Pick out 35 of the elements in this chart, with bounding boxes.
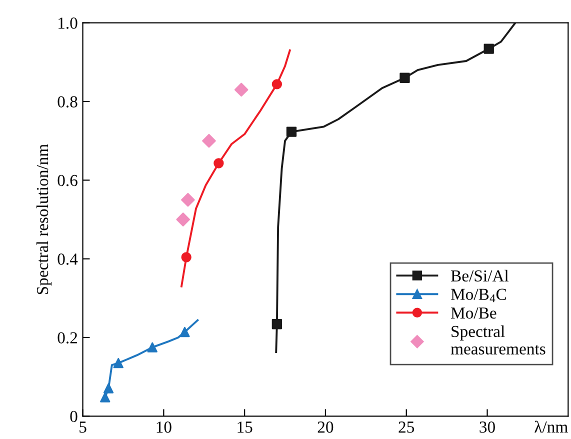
point — [100, 392, 110, 402]
x-tick-label: 5 — [80, 422, 86, 433]
x-tick-label: 15 — [238, 422, 252, 433]
x-tick-label: 10 — [156, 422, 172, 433]
point — [272, 79, 282, 90]
point — [272, 319, 282, 330]
point — [181, 252, 192, 262]
y-tick-label: 0.2 — [58, 332, 78, 344]
legend-label: Mo/B$_{4}$C — [451, 288, 506, 302]
y-tick-label: 0.4 — [58, 254, 78, 265]
line-series — [180, 49, 291, 288]
point — [234, 82, 248, 97]
point — [181, 192, 195, 207]
x-tick-label: 20 — [318, 422, 334, 433]
legend-label: Spectral measurements — [450, 325, 546, 355]
x-tick-label: 30 — [480, 422, 495, 433]
x-tick-label: 25 — [398, 422, 414, 433]
point — [147, 342, 158, 352]
legend-label: Mo/Be — [451, 307, 496, 319]
y-axis-title: Spectral resolution/nm — [36, 144, 52, 294]
point — [180, 326, 190, 338]
legend-label: Be/Si/Al — [451, 270, 509, 282]
x-axis-title: λ/nm — [534, 420, 568, 433]
point — [214, 158, 224, 168]
point — [286, 126, 297, 137]
point — [400, 72, 410, 83]
y-tick-label: 1.0 — [58, 18, 78, 29]
point — [202, 134, 216, 148]
point — [103, 383, 114, 394]
point — [176, 212, 190, 226]
point — [484, 44, 494, 54]
y-tick-label: 0.6 — [58, 174, 78, 186]
y-tick-label: 0.8 — [58, 96, 78, 108]
y-tick-label: 0 — [70, 410, 78, 422]
point — [113, 358, 124, 368]
